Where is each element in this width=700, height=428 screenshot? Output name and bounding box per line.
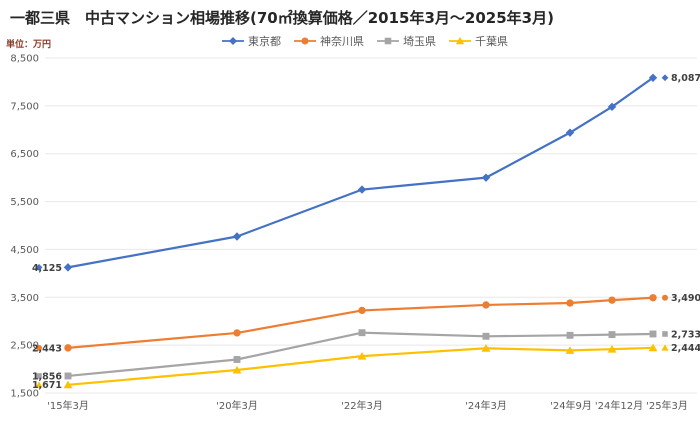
- y-axis-label: 2,500: [10, 341, 39, 352]
- series-marker-saitama: [608, 331, 616, 339]
- series-marker-tokyo: [648, 73, 658, 82]
- data-label-marker-tokyo: [661, 74, 669, 82]
- series-marker-saitama: [482, 332, 490, 340]
- legend-marker-icon: [222, 37, 244, 45]
- chart-title: 一都三県 中古マンション相場推移(70㎡換算価格／2015年3月～2025年3月…: [10, 9, 554, 27]
- legend-item-kanagawa: 神奈川県: [294, 33, 364, 49]
- legend-label-tokyo: 東京都: [248, 35, 281, 48]
- data-label-last-chiba: 2,444: [671, 343, 700, 354]
- series-marker-chiba: [607, 345, 617, 353]
- series-marker-kanagawa: [233, 329, 241, 337]
- series-marker-tokyo: [481, 173, 491, 182]
- series-saitama: 1,856 2,733: [32, 329, 700, 382]
- data-label-marker-saitama: [36, 373, 42, 379]
- series-marker-kanagawa: [649, 294, 657, 302]
- y-axis-label: 8,500: [10, 54, 39, 65]
- series-tokyo: 4,125 8,087: [32, 73, 700, 274]
- y-axis-label: 7,500: [10, 101, 39, 112]
- legend-label-saitama: 埼玉県: [403, 35, 436, 48]
- data-label-marker-saitama: [662, 331, 668, 337]
- series-marker-chiba: [481, 344, 491, 352]
- legend-item-chiba: 千葉県: [449, 33, 508, 49]
- series-kanagawa: 2,443 3,490: [32, 293, 700, 354]
- legend-label-kanagawa: 神奈川県: [320, 35, 364, 48]
- legend: 東京都 神奈川県 埼玉県 千葉県: [222, 33, 508, 49]
- series-marker-saitama: [64, 372, 72, 380]
- x-axis-label: '15年3月: [47, 399, 89, 412]
- series-marker-saitama: [649, 330, 657, 338]
- data-label-marker-kanagawa: [36, 344, 42, 351]
- series-marker-tokyo: [232, 232, 242, 241]
- data-label-marker-chiba: [35, 381, 43, 388]
- legend-marker-saitama: [384, 37, 392, 45]
- legend-marker-icon: [294, 37, 316, 45]
- series-marker-chiba: [232, 365, 242, 374]
- series-marker-kanagawa: [358, 306, 366, 315]
- series-marker-chiba: [357, 351, 367, 360]
- series-chiba: 1,671 2,444: [32, 343, 700, 391]
- data-label-marker-chiba: [661, 344, 669, 351]
- series-marker-chiba: [565, 346, 575, 354]
- y-axis-label: 4,500: [10, 245, 39, 256]
- x-axis-label: '24年9月: [550, 399, 592, 412]
- data-label-first-chiba: 1,671: [32, 380, 62, 391]
- x-axis-label: '24年12月: [595, 399, 643, 412]
- legend-marker-icon: [449, 37, 471, 45]
- series-marker-saitama: [566, 331, 574, 339]
- data-label-first-saitama: 1,856: [32, 371, 62, 382]
- series-marker-kanagawa: [482, 301, 490, 309]
- data-label-marker-tokyo: [35, 263, 43, 271]
- data-label-last-kanagawa: 3,490: [671, 293, 700, 304]
- legend-item-tokyo: 東京都: [222, 33, 281, 49]
- data-label-first-tokyo: 4,125: [32, 263, 62, 274]
- series-marker-tokyo: [565, 128, 575, 137]
- x-axis-label: '25年3月: [646, 399, 688, 412]
- y-axis-label: 6,500: [10, 149, 39, 160]
- series-marker-chiba: [648, 343, 658, 352]
- data-label-marker-kanagawa: [662, 294, 668, 301]
- series-marker-tokyo: [357, 185, 367, 194]
- series-marker-kanagawa: [566, 299, 574, 307]
- y-axis-label: 1,500: [10, 389, 39, 400]
- series-marker-kanagawa: [64, 344, 72, 352]
- series-marker-tokyo: [63, 263, 73, 272]
- series-marker-tokyo: [607, 102, 617, 112]
- legend-marker-icon: [377, 37, 399, 45]
- x-axis-label: '22年3月: [341, 399, 383, 412]
- x-axis-label: '20年3月: [216, 399, 258, 412]
- legend-marker-tokyo: [229, 37, 237, 45]
- unit-label: 単位：万円: [6, 40, 52, 50]
- data-label-last-saitama: 2,733: [671, 329, 700, 340]
- data-label-first-kanagawa: 2,443: [32, 343, 62, 354]
- legend-item-saitama: 埼玉県: [377, 33, 436, 49]
- series-marker-kanagawa: [608, 296, 616, 304]
- x-axis-label: '24年3月: [465, 399, 507, 412]
- legend-marker-chiba: [455, 37, 465, 45]
- series-marker-saitama: [358, 329, 366, 337]
- series-marker-chiba: [63, 380, 73, 389]
- y-axis-label: 5,500: [10, 197, 39, 208]
- series-marker-saitama: [233, 356, 241, 363]
- legend-marker-kanagawa: [301, 37, 309, 45]
- data-label-last-tokyo: 8,087: [671, 73, 700, 84]
- legend-label-chiba: 千葉県: [475, 35, 508, 48]
- y-axis-label: 3,500: [10, 293, 39, 304]
- series-line-kanagawa: [66, 296, 655, 349]
